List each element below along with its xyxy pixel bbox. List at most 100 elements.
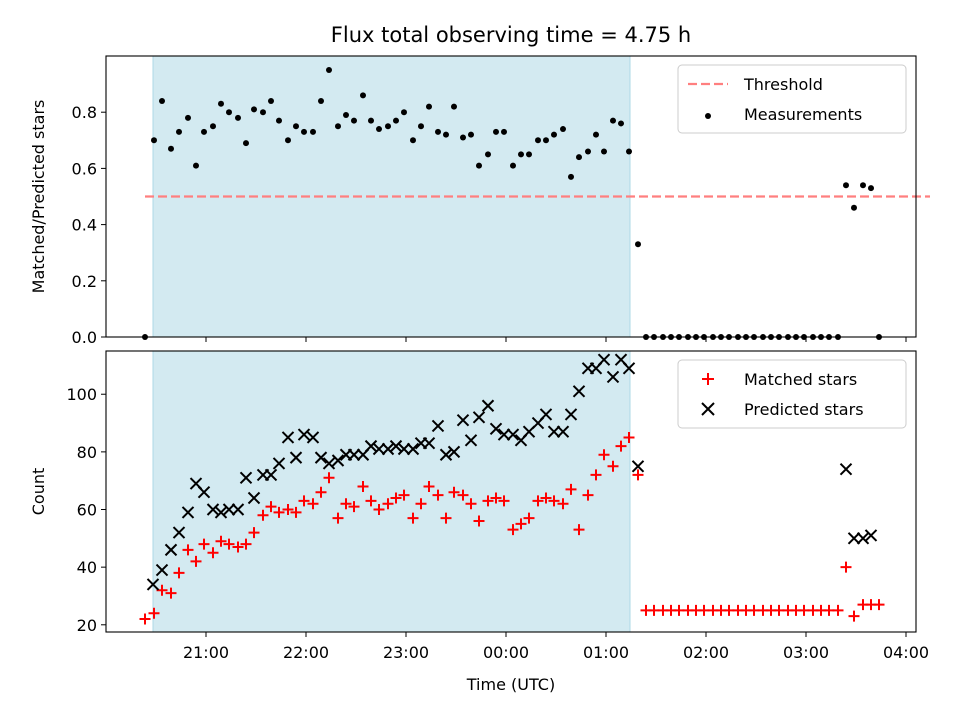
data-point <box>482 495 494 507</box>
data-point <box>368 117 374 124</box>
figure-title: Flux total observing time = 4.75 h <box>331 23 691 47</box>
data-point <box>864 529 878 542</box>
series-matched-stars <box>139 431 885 625</box>
data-point <box>840 561 852 573</box>
data-point <box>518 151 524 158</box>
data-point <box>139 613 151 625</box>
data-point <box>318 97 324 104</box>
data-point <box>210 123 216 130</box>
data-point <box>293 123 299 130</box>
data-point <box>289 451 303 464</box>
data-point <box>306 431 320 444</box>
data-point <box>443 131 449 138</box>
x-tick-label: 22:00 <box>283 643 329 662</box>
x-axis-label: Time (UTC) <box>466 675 555 694</box>
data-point <box>397 442 411 456</box>
data-point <box>856 532 870 545</box>
data-point <box>632 469 644 481</box>
data-point <box>393 117 399 124</box>
data-point <box>585 148 591 155</box>
data-point <box>407 512 419 524</box>
count-panel: 20 40 60 80 100 21:00 22:00 23:00 00:00 01:00 02:0… <box>29 350 929 694</box>
data-point <box>532 495 544 507</box>
data-point <box>247 491 261 505</box>
x-tick-label: 03:00 <box>783 643 829 662</box>
data-point <box>622 362 636 375</box>
data-point <box>276 117 282 124</box>
data-point <box>168 145 174 152</box>
data-point <box>464 434 478 447</box>
data-point <box>331 454 345 467</box>
data-point <box>382 498 394 510</box>
ratio-panel: 0.0 0.2 0.4 0.6 0.8 Matched/Predicted stars Th… <box>29 55 930 347</box>
legend-marker <box>705 113 711 119</box>
data-point <box>323 472 335 484</box>
x-tick-label: 01:00 <box>583 643 629 662</box>
data-point <box>343 112 349 119</box>
data-point <box>193 162 199 169</box>
data-point <box>398 489 410 501</box>
data-point <box>281 431 295 444</box>
data-point <box>251 106 257 113</box>
data-point <box>326 67 332 74</box>
data-point <box>347 448 361 461</box>
data-point <box>372 442 386 456</box>
data-point <box>340 498 352 510</box>
data-point <box>618 120 624 127</box>
data-point <box>523 512 535 524</box>
data-point <box>310 128 316 135</box>
data-point <box>860 182 866 189</box>
data-point <box>472 411 486 424</box>
data-point <box>165 587 177 599</box>
data-point <box>635 241 641 248</box>
data-point <box>351 117 357 124</box>
data-point <box>185 114 191 121</box>
data-point <box>322 457 336 470</box>
data-point <box>418 123 424 130</box>
data-point <box>843 182 849 189</box>
data-point <box>214 506 228 519</box>
data-point <box>468 131 474 138</box>
data-point <box>239 471 253 485</box>
y-tick-label: 0.4 <box>72 216 97 235</box>
data-point <box>489 422 503 436</box>
data-point <box>423 480 435 492</box>
data-point <box>432 489 444 501</box>
data-point <box>868 185 874 192</box>
y-tick-label: 100 <box>66 385 97 404</box>
legend-label: Matched stars <box>744 370 857 389</box>
data-point <box>847 532 861 545</box>
data-point <box>182 544 194 556</box>
data-point <box>457 489 469 501</box>
data-point <box>485 151 491 158</box>
data-point <box>631 460 645 473</box>
data-point <box>501 128 507 135</box>
data-point <box>590 469 602 481</box>
data-point <box>385 123 391 130</box>
data-point <box>264 468 278 482</box>
data-point <box>448 486 460 498</box>
data-point <box>206 503 220 516</box>
data-point <box>301 128 307 135</box>
data-point <box>290 506 302 518</box>
data-point <box>401 109 407 116</box>
data-point <box>390 492 402 504</box>
data-point <box>510 162 516 169</box>
data-point <box>440 512 452 524</box>
data-point <box>360 92 366 99</box>
x-tick-label: 04:00 <box>883 643 929 662</box>
y-tick-label: 0.8 <box>72 103 97 122</box>
data-point <box>451 103 457 110</box>
data-point <box>576 154 582 161</box>
data-point <box>240 538 252 550</box>
data-point <box>176 128 182 135</box>
data-point <box>307 498 319 510</box>
data-point <box>406 442 420 456</box>
data-point <box>556 425 570 438</box>
data-point <box>257 509 269 521</box>
data-point <box>851 204 857 211</box>
data-point <box>548 495 560 507</box>
data-point <box>582 489 594 501</box>
data-point <box>493 128 499 135</box>
legend-box <box>677 64 907 134</box>
